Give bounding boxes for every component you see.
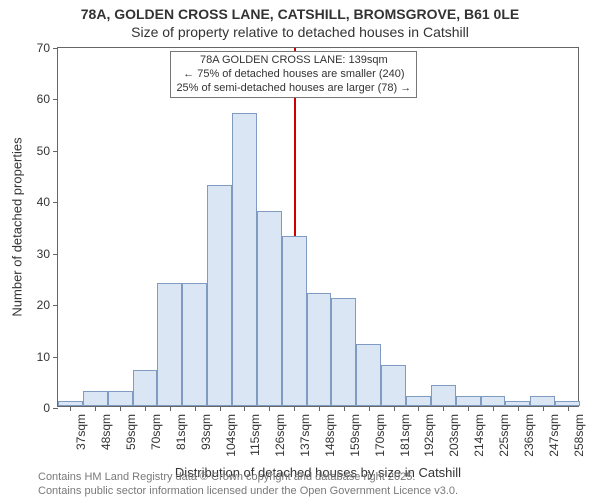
xtick-label: 93sqm bbox=[199, 414, 213, 450]
xtick-label: 104sqm bbox=[224, 414, 238, 457]
annotation-line2: ← 75% of detached houses are smaller (24… bbox=[176, 68, 411, 82]
xtick-mark bbox=[344, 406, 345, 411]
annotation-line1: 78A GOLDEN CROSS LANE: 139sqm bbox=[176, 54, 411, 68]
footer-line1: Contains HM Land Registry data © Crown c… bbox=[38, 470, 458, 484]
xtick-mark bbox=[468, 406, 469, 411]
histogram-bar bbox=[207, 185, 232, 406]
ytick-label: 60 bbox=[37, 92, 50, 106]
xtick-label: 203sqm bbox=[447, 414, 461, 457]
xtick-label: 225sqm bbox=[497, 414, 511, 457]
xtick-label: 70sqm bbox=[149, 414, 163, 450]
annotation-box: 78A GOLDEN CROSS LANE: 139sqm ← 75% of d… bbox=[170, 51, 417, 98]
xtick-label: 214sqm bbox=[472, 414, 486, 457]
xtick-label: 236sqm bbox=[522, 414, 536, 457]
histogram-bar bbox=[307, 293, 332, 406]
histogram-bar bbox=[381, 365, 406, 406]
histogram-bar bbox=[232, 113, 257, 406]
plot-area: 78A GOLDEN CROSS LANE: 139sqm ← 75% of d… bbox=[57, 47, 579, 407]
histogram-bar bbox=[108, 391, 133, 406]
ytick-label: 10 bbox=[37, 350, 50, 364]
xtick-label: 181sqm bbox=[398, 414, 412, 457]
histogram-bar bbox=[481, 396, 506, 406]
xtick-mark bbox=[120, 406, 121, 411]
ytick-mark bbox=[53, 254, 58, 255]
xtick-label: 137sqm bbox=[298, 414, 312, 457]
histogram-bar bbox=[406, 396, 431, 406]
ytick-label: 40 bbox=[37, 195, 50, 209]
xtick-label: 247sqm bbox=[547, 414, 561, 457]
xtick-label: 159sqm bbox=[348, 414, 362, 457]
footer-line2: Contains public sector information licen… bbox=[38, 484, 458, 498]
xtick-mark bbox=[294, 406, 295, 411]
chart-title-line2: Size of property relative to detached ho… bbox=[0, 24, 600, 40]
xtick-mark bbox=[244, 406, 245, 411]
xtick-mark bbox=[369, 406, 370, 411]
xtick-mark bbox=[170, 406, 171, 411]
histogram-bar bbox=[530, 396, 555, 406]
xtick-mark bbox=[95, 406, 96, 411]
y-axis-label: Number of detached properties bbox=[10, 137, 25, 316]
xtick-mark bbox=[443, 406, 444, 411]
ytick-mark bbox=[53, 202, 58, 203]
histogram-bar bbox=[456, 396, 481, 406]
xtick-mark bbox=[518, 406, 519, 411]
histogram-bar bbox=[157, 283, 182, 406]
ytick-mark bbox=[53, 151, 58, 152]
ytick-mark bbox=[53, 305, 58, 306]
ytick-mark bbox=[53, 99, 58, 100]
chart-container: 78A, GOLDEN CROSS LANE, CATSHILL, BROMSG… bbox=[0, 0, 600, 500]
xtick-label: 192sqm bbox=[422, 414, 436, 457]
xtick-label: 81sqm bbox=[174, 414, 188, 450]
xtick-mark bbox=[145, 406, 146, 411]
xtick-mark bbox=[394, 406, 395, 411]
xtick-label: 126sqm bbox=[273, 414, 287, 457]
xtick-label: 48sqm bbox=[99, 414, 113, 450]
histogram-bar bbox=[431, 385, 456, 406]
histogram-bar bbox=[133, 370, 158, 406]
xtick-mark bbox=[418, 406, 419, 411]
ytick-label: 70 bbox=[37, 41, 50, 55]
xtick-label: 37sqm bbox=[74, 414, 88, 450]
histogram-bar bbox=[257, 211, 282, 406]
ytick-label: 0 bbox=[43, 401, 50, 415]
xtick-mark bbox=[493, 406, 494, 411]
xtick-label: 115sqm bbox=[248, 414, 262, 456]
xtick-mark bbox=[543, 406, 544, 411]
xtick-label: 170sqm bbox=[373, 414, 387, 457]
ytick-mark bbox=[53, 408, 58, 409]
xtick-mark bbox=[220, 406, 221, 411]
histogram-bar bbox=[282, 236, 307, 406]
ytick-label: 30 bbox=[37, 247, 50, 261]
ytick-mark bbox=[53, 357, 58, 358]
xtick-mark bbox=[568, 406, 569, 411]
histogram-bar bbox=[331, 298, 356, 406]
xtick-mark bbox=[319, 406, 320, 411]
ytick-mark bbox=[53, 48, 58, 49]
xtick-label: 59sqm bbox=[124, 414, 138, 450]
xtick-label: 148sqm bbox=[323, 414, 337, 457]
histogram-bar bbox=[356, 344, 381, 406]
xtick-label: 258sqm bbox=[572, 414, 586, 457]
histogram-bar bbox=[83, 391, 108, 406]
xtick-mark bbox=[70, 406, 71, 411]
chart-title-line1: 78A, GOLDEN CROSS LANE, CATSHILL, BROMSG… bbox=[0, 6, 600, 22]
histogram-bar bbox=[182, 283, 207, 406]
xtick-mark bbox=[269, 406, 270, 411]
xtick-mark bbox=[195, 406, 196, 411]
ytick-label: 50 bbox=[37, 144, 50, 158]
footer-attribution: Contains HM Land Registry data © Crown c… bbox=[38, 470, 458, 499]
annotation-line3: 25% of semi-detached houses are larger (… bbox=[176, 82, 411, 96]
ytick-label: 20 bbox=[37, 298, 50, 312]
